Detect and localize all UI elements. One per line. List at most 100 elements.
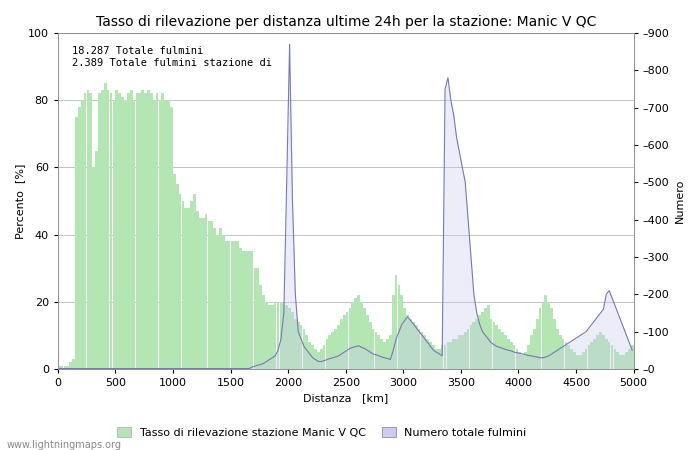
Bar <box>170 107 173 369</box>
Bar <box>550 308 553 369</box>
Bar <box>193 194 196 369</box>
Bar <box>178 194 181 369</box>
Bar <box>374 332 377 369</box>
Bar <box>253 268 256 369</box>
Bar <box>64 365 66 369</box>
Bar <box>294 319 297 369</box>
Bar <box>363 308 365 369</box>
Bar <box>282 302 285 369</box>
Bar <box>80 100 83 369</box>
Bar <box>473 322 475 369</box>
Bar <box>591 342 593 369</box>
Bar <box>519 352 522 369</box>
Bar <box>516 349 519 369</box>
Bar <box>559 335 561 369</box>
Bar <box>216 234 219 369</box>
Bar <box>276 302 279 369</box>
Bar <box>418 328 421 369</box>
Bar <box>504 335 507 369</box>
Bar <box>343 315 346 369</box>
Bar <box>372 328 375 369</box>
Bar <box>188 207 190 369</box>
Bar <box>447 342 449 369</box>
Bar <box>545 295 547 369</box>
Bar <box>605 339 608 369</box>
Bar <box>300 325 302 369</box>
Bar <box>167 100 170 369</box>
Bar <box>162 94 164 369</box>
Bar <box>622 356 625 369</box>
Bar <box>354 298 357 369</box>
Bar <box>164 100 167 369</box>
Bar <box>185 207 187 369</box>
Bar <box>484 308 486 369</box>
Bar <box>475 319 478 369</box>
X-axis label: Distanza   [km]: Distanza [km] <box>303 393 389 404</box>
Bar <box>323 346 326 369</box>
Bar <box>98 94 101 369</box>
Bar <box>133 100 135 369</box>
Bar <box>582 352 584 369</box>
Bar <box>118 94 121 369</box>
Bar <box>490 319 492 369</box>
Bar <box>222 234 225 369</box>
Bar <box>498 328 501 369</box>
Bar <box>228 241 230 369</box>
Bar <box>78 107 80 369</box>
Bar <box>486 305 489 369</box>
Bar <box>501 332 504 369</box>
Bar <box>415 325 418 369</box>
Bar <box>90 94 92 369</box>
Bar <box>274 302 276 369</box>
Bar <box>579 356 582 369</box>
Bar <box>334 328 337 369</box>
Bar <box>144 94 147 369</box>
Bar <box>204 214 207 369</box>
Bar <box>271 305 274 369</box>
Bar <box>542 302 545 369</box>
Text: www.lightningmaps.org: www.lightningmaps.org <box>7 440 122 450</box>
Bar <box>441 346 444 369</box>
Bar <box>470 325 473 369</box>
Bar <box>308 342 311 369</box>
Bar <box>584 349 587 369</box>
Bar <box>594 339 596 369</box>
Bar <box>608 342 610 369</box>
Bar <box>104 83 106 369</box>
Bar <box>75 117 78 369</box>
Legend: Tasso di rilevazione stazione Manic V QC, Numero totale fulmini: Tasso di rilevazione stazione Manic V QC… <box>113 423 531 442</box>
Bar <box>136 94 139 369</box>
Bar <box>351 302 354 369</box>
Bar <box>398 285 400 369</box>
Bar <box>553 319 556 369</box>
Bar <box>124 100 127 369</box>
Bar <box>153 100 155 369</box>
Bar <box>366 315 369 369</box>
Bar <box>435 349 438 369</box>
Bar <box>432 346 435 369</box>
Bar <box>573 352 576 369</box>
Bar <box>199 218 202 369</box>
Bar <box>260 285 262 369</box>
Bar <box>58 365 60 369</box>
Bar <box>147 90 150 369</box>
Bar <box>233 241 236 369</box>
Bar <box>159 100 161 369</box>
Bar <box>409 319 412 369</box>
Bar <box>587 346 590 369</box>
Bar <box>565 342 567 369</box>
Bar <box>412 322 414 369</box>
Bar <box>357 295 360 369</box>
Bar <box>533 328 536 369</box>
Bar <box>317 352 320 369</box>
Bar <box>464 332 466 369</box>
Bar <box>150 94 153 369</box>
Bar <box>214 228 216 369</box>
Bar <box>556 328 559 369</box>
Bar <box>176 184 178 369</box>
Bar <box>527 346 530 369</box>
Bar <box>242 252 245 369</box>
Bar <box>602 335 605 369</box>
Bar <box>288 308 291 369</box>
Bar <box>461 335 463 369</box>
